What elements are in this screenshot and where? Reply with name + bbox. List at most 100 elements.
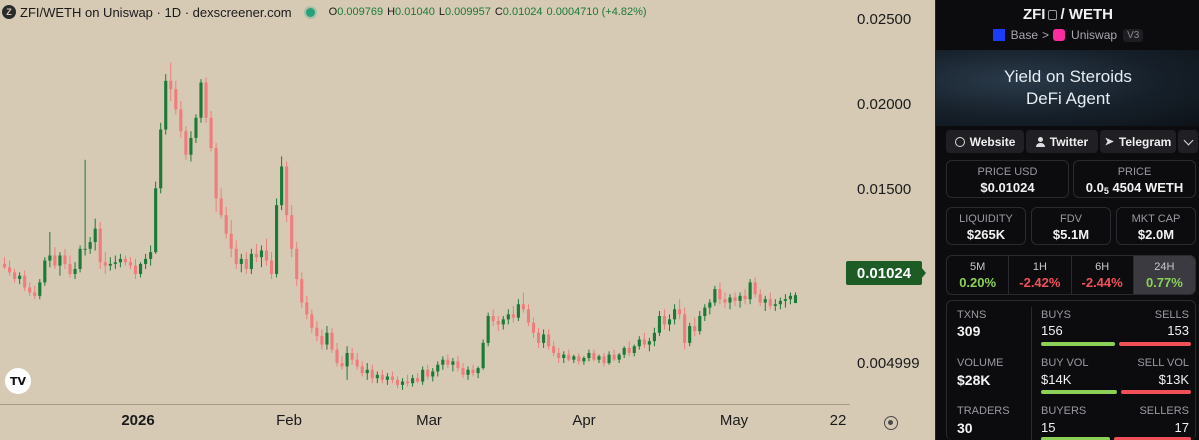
project-banner: Yield on Steroids DeFi Agent	[936, 50, 1199, 126]
candle-body	[133, 265, 138, 274]
candle-body	[335, 349, 339, 364]
candle-body	[395, 379, 400, 385]
candle-body	[43, 260, 47, 283]
buys-value: 156	[1041, 323, 1063, 338]
candle-body	[360, 366, 364, 374]
traders-label: TRADERS	[957, 405, 1010, 417]
chain-name[interactable]: Base	[1010, 28, 1039, 42]
live-status-icon	[305, 7, 315, 17]
candle-body	[542, 334, 546, 343]
candle-body	[149, 252, 153, 259]
chart-area[interactable]: Z ZFI/WETH on Uniswap · 1D · dexscreener…	[0, 0, 935, 440]
candle-body	[290, 215, 294, 249]
candle-body	[7, 267, 12, 273]
candle-body	[728, 297, 732, 303]
sell-vol-value: $13K	[1158, 372, 1189, 387]
traders-value: 30	[957, 420, 973, 436]
tab-24h[interactable]: 24H 0.77%	[1133, 256, 1195, 294]
x-tick-label: 22	[829, 412, 847, 429]
candle-body	[617, 354, 621, 360]
ohlc-open: 0.009769	[337, 6, 384, 18]
user-icon	[1035, 136, 1045, 147]
candle-body	[783, 299, 787, 301]
volume-value: $28K	[957, 372, 991, 388]
candle-body	[98, 228, 102, 263]
x-tick-label: May	[719, 412, 749, 429]
candle-body	[209, 117, 213, 148]
sells-label: SELLS	[1154, 309, 1189, 321]
chart-header: Z ZFI/WETH on Uniswap · 1D · dexscreener…	[0, 3, 647, 21]
candle-body	[627, 347, 631, 353]
more-links-button[interactable]	[1178, 130, 1198, 153]
candle-body	[431, 371, 435, 377]
candle-body	[63, 255, 67, 264]
pair-logo-icon: Z	[2, 5, 16, 19]
candle-body	[426, 369, 430, 377]
candle-body	[708, 302, 712, 308]
candle-body	[698, 316, 702, 332]
website-label: Website	[969, 134, 1016, 149]
liquidity-label: LIQUIDITY	[959, 213, 1013, 225]
twitter-button[interactable]: Twitter	[1026, 130, 1098, 153]
candle-body	[58, 255, 62, 266]
price-native-box: PRICE 0.05 4504 WETH	[1073, 160, 1196, 198]
telegram-button[interactable]: ➤ Telegram	[1100, 130, 1176, 153]
candle-body	[773, 304, 777, 306]
candlestick-chart[interactable]	[0, 0, 850, 404]
copy-icon[interactable]	[1048, 10, 1058, 20]
candle-body	[642, 339, 646, 345]
current-price-arrow	[921, 267, 926, 279]
candle-body	[577, 356, 581, 362]
tab-6h[interactable]: 6H -2.44%	[1072, 256, 1134, 294]
candle-body	[597, 356, 601, 360]
candle-body	[733, 297, 737, 301]
tab-1h-change: -2.42%	[1019, 275, 1061, 290]
candle-body	[159, 129, 163, 189]
tradingview-logo-icon[interactable]: TV	[5, 368, 31, 394]
metrics-divider	[1031, 307, 1032, 440]
tab-6h-change: -2.44%	[1081, 275, 1123, 290]
uniswap-icon	[1053, 29, 1066, 41]
ohlc-close-label: C	[494, 6, 503, 18]
candle-body	[355, 359, 359, 367]
y-tick-label: 0.004999	[857, 355, 920, 372]
website-button[interactable]: Website	[946, 130, 1024, 153]
candle-body	[128, 262, 133, 266]
buy-vol-bar	[1041, 390, 1117, 394]
candle-body	[254, 253, 258, 258]
candle-body	[118, 258, 122, 263]
x-tick-label: Mar	[416, 412, 442, 429]
candle-body	[758, 294, 762, 303]
candle-body	[18, 275, 22, 280]
buy-vol-value: $14K	[1041, 372, 1072, 387]
version-badge: V3	[1123, 28, 1144, 42]
candle-body	[275, 205, 279, 274]
y-tick-label: 0.02000	[857, 96, 912, 113]
candle-body	[400, 381, 405, 385]
twitter-label: Twitter	[1049, 134, 1089, 149]
candle-body	[390, 376, 395, 380]
quote-token: WETH	[1068, 6, 1113, 23]
ohlc-high-label: H	[387, 6, 396, 18]
candle-body	[688, 326, 692, 343]
candle-body	[320, 336, 324, 345]
candle-body	[632, 346, 636, 353]
tab-5m-change: 0.20%	[959, 275, 997, 290]
candle-body	[713, 289, 717, 303]
sells-bar	[1119, 342, 1191, 346]
y-tick-label: 0.02500	[857, 11, 912, 28]
tab-5m[interactable]: 5M 0.20%	[947, 256, 1010, 294]
chart-settings-icon[interactable]	[884, 416, 898, 430]
candle-body	[587, 352, 591, 358]
candle-body	[647, 341, 651, 345]
candle-body	[375, 374, 379, 379]
social-links: Website Twitter ➤ Telegram	[946, 130, 1198, 153]
tab-1h[interactable]: 1H -2.42%	[1009, 256, 1072, 294]
candle-body	[305, 302, 309, 315]
dex-name[interactable]: Uniswap	[1071, 28, 1118, 42]
ohlc-low-label: L	[438, 6, 445, 18]
candle-body	[446, 359, 450, 365]
candle-body	[239, 258, 243, 264]
candle-body	[466, 369, 470, 375]
candle-body	[229, 233, 233, 249]
